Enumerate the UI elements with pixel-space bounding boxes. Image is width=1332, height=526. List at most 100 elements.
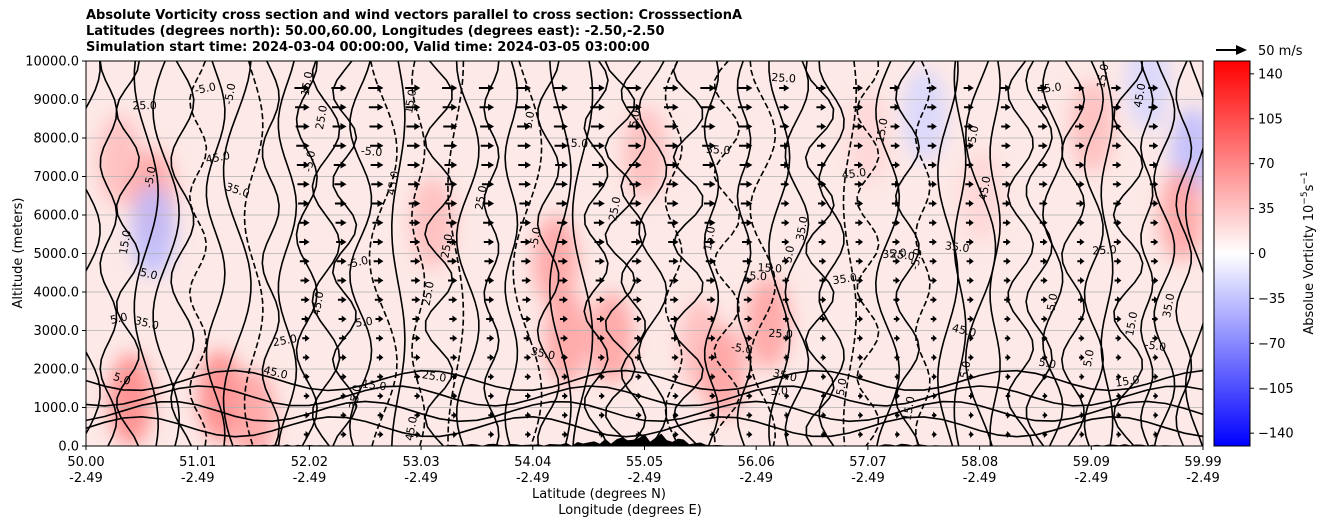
wind-vector — [738, 122, 753, 130]
wind-vector — [746, 392, 753, 400]
wind-vector — [373, 238, 384, 246]
contour-line — [1153, 61, 1176, 446]
contour-label: -5.0 — [965, 124, 982, 147]
wind-vector — [1149, 142, 1159, 150]
wind-vector — [782, 257, 790, 265]
wind-vector — [635, 373, 642, 381]
wind-vector — [1005, 430, 1011, 438]
wind-vector — [443, 142, 458, 150]
contour-label: 15.0 — [701, 225, 718, 251]
wind-vector — [1112, 161, 1122, 169]
wind-vector — [598, 353, 605, 361]
wind-vector — [784, 392, 790, 400]
wind-vector — [965, 219, 974, 227]
contour-label: 15.0 — [901, 395, 918, 421]
contour-line — [152, 61, 181, 446]
wind-vector — [368, 103, 384, 111]
wind-vector — [519, 199, 532, 207]
wind-vector — [894, 353, 900, 361]
x-tick-label: 55.05 — [626, 455, 663, 470]
wind-vector — [520, 238, 532, 246]
wind-vector — [671, 353, 679, 361]
wind-vector — [408, 199, 421, 207]
wind-vector — [369, 122, 384, 130]
wind-vector — [409, 238, 421, 246]
wind-vector — [1003, 276, 1011, 284]
wind-vector — [668, 257, 679, 265]
wind-vector — [377, 392, 384, 400]
wind-vector — [1000, 103, 1011, 111]
contour-line — [1184, 61, 1203, 446]
wind-vector — [562, 392, 568, 400]
wind-vector — [779, 103, 790, 111]
wind-vector — [818, 238, 827, 246]
contour-line — [504, 61, 519, 446]
wind-vector — [1002, 219, 1011, 227]
wind-vector — [1041, 334, 1048, 342]
contour-line — [713, 61, 741, 446]
y-tick-label: 4000.0 — [34, 286, 80, 301]
wind-vector — [449, 334, 458, 342]
wind-vector — [375, 315, 384, 323]
wind-vector — [963, 103, 974, 111]
wind-vector — [484, 276, 495, 284]
contour-label: 15.0 — [742, 269, 767, 283]
wind-vector — [408, 180, 421, 188]
wind-vector — [854, 199, 864, 207]
contour-label: 5.0 — [627, 109, 643, 128]
wind-vector — [665, 161, 679, 169]
quiver-key-arrowhead — [1236, 45, 1247, 55]
wind-vector — [818, 219, 827, 227]
wind-vector — [552, 84, 568, 92]
x-tick-label: 52.02 — [291, 455, 328, 470]
wind-vector — [628, 142, 642, 150]
x-tick-label-lon: -2.49 — [628, 471, 662, 486]
wind-vector — [301, 315, 310, 323]
wind-vector — [821, 373, 827, 381]
wind-vector — [895, 430, 900, 438]
wind-vector — [336, 257, 347, 265]
wind-vector — [855, 238, 864, 246]
wind-vector — [930, 276, 937, 284]
contour-line — [447, 61, 465, 446]
colorbar-tick-label: −70 — [1258, 337, 1285, 352]
wind-vector — [707, 315, 716, 323]
contour-line — [99, 61, 118, 446]
wind-vector — [821, 392, 827, 400]
colorbar-tick-label: −35 — [1258, 292, 1285, 307]
wind-vector — [595, 257, 605, 265]
contour-label: 15.0 — [361, 377, 387, 393]
wind-vector — [821, 411, 827, 419]
wind-vector — [1037, 103, 1048, 111]
contour-line — [784, 61, 810, 446]
wind-vector — [663, 84, 679, 92]
wind-vector — [590, 103, 605, 111]
wind-vector — [554, 142, 568, 150]
contour-label: 5.0 — [834, 377, 850, 396]
quiver-key: 50 m/s — [1216, 44, 1303, 59]
wind-vector — [780, 180, 790, 188]
wind-vector — [300, 276, 310, 284]
wind-vector — [1037, 84, 1048, 92]
wind-vector — [520, 219, 532, 227]
wind-vector — [448, 276, 458, 284]
wind-vector — [968, 353, 974, 361]
wind-vector — [451, 411, 458, 419]
wind-vector — [302, 334, 310, 342]
wind-vector — [1116, 392, 1122, 400]
wind-vector — [448, 296, 458, 304]
wind-vector — [1076, 238, 1085, 246]
wind-vector — [1042, 373, 1048, 381]
contour-line — [243, 61, 264, 446]
wind-vector — [1074, 103, 1085, 111]
wind-vector — [853, 103, 864, 111]
contour-label: 5.0 — [1038, 356, 1057, 372]
wind-vector — [739, 161, 753, 169]
wind-vector — [521, 276, 532, 284]
wind-vector — [1040, 238, 1048, 246]
wind-vector — [701, 122, 716, 130]
contour-line — [188, 61, 208, 446]
wind-vector — [558, 257, 568, 265]
contour-line — [768, 61, 791, 446]
contour-line — [86, 400, 1203, 423]
